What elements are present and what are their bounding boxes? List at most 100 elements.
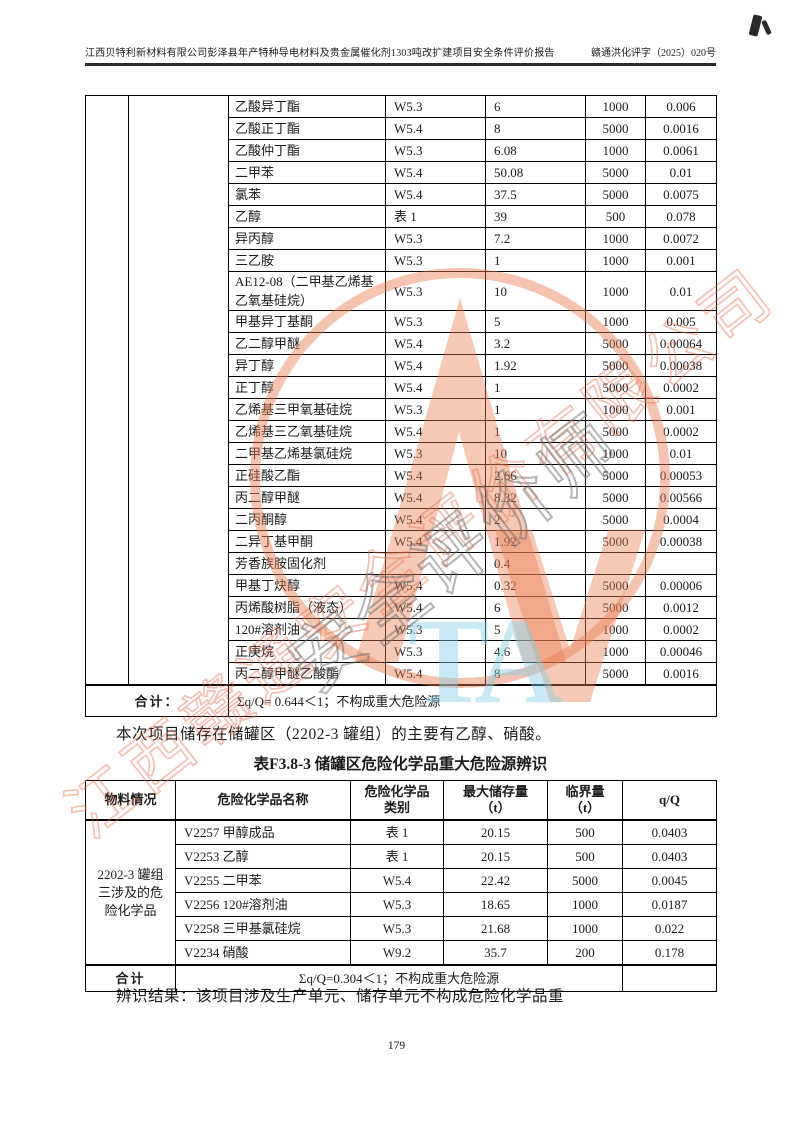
tank-chemical-name: V2256 120#溶剂油: [175, 892, 351, 917]
total-label: 合计：: [85, 684, 229, 717]
hazard-class: W5.3: [385, 398, 486, 421]
total-value: Σq/Q=0.304＜1；不构成重大危险源: [175, 964, 623, 992]
stored-quantity: 0.4: [485, 552, 586, 575]
hazard-class: W5.4: [385, 508, 486, 531]
qq-ratio: 0.178: [622, 940, 717, 966]
chemical-name: AE12-08（二甲基乙烯基乙氧基硅烷）: [228, 271, 386, 311]
chemical-name: 甲基异丁基酮: [228, 310, 386, 333]
qq-ratio: 0.078: [645, 205, 717, 228]
hazard-class: W5.4: [385, 530, 486, 553]
chemical-name: 甲基丁炔醇: [228, 574, 386, 597]
col-chemical-class: 危险化学品 类别: [350, 780, 444, 821]
hazard-class: W5.3: [385, 310, 486, 333]
critical-quantity: [585, 552, 646, 575]
qq-ratio: 0.00006: [645, 574, 717, 597]
table-row: 乙烯基三甲氧基硅烷 W5.3 1 1000 0.001: [86, 398, 717, 421]
table-row: V2253 乙醇 表 1 20.15 500 0.0403: [86, 844, 717, 869]
chemical-name: 异丙醇: [228, 227, 386, 250]
table-row: V2255 二甲苯 W5.4 22.42 5000 0.0045: [86, 868, 717, 893]
chemical-inventory-table: 乙酸异丁酯 W5.3 6 1000 0.006 乙酸正丁酯 W5.4 8 500…: [85, 95, 717, 717]
paragraph-identification-result: 辨识结果：该项目涉及生产单元、储存单元不构成危险化学品重: [116, 988, 565, 1005]
stored-quantity: 3.2: [485, 332, 586, 355]
hazard-class: 表 1: [385, 205, 486, 228]
table-row: 异丙醇 W5.3 7.2 1000 0.0072: [86, 227, 717, 250]
stored-quantity: 10: [485, 442, 586, 465]
table-row: 丙二醇甲醚乙酸酯 W5.4 8 5000 0.0016: [86, 662, 717, 686]
tank-chemical-name: V2257 甲醇成品: [175, 819, 351, 845]
critical-quantity: 5000: [547, 868, 623, 893]
hazard-class: W5.3: [385, 271, 486, 311]
max-storage: 22.42: [443, 868, 548, 893]
qq-ratio: 0.01: [645, 161, 717, 184]
hazard-class: 表 1: [350, 844, 444, 869]
chemical-name: 乙酸仲丁酯: [228, 139, 386, 162]
qq-ratio: 0.0002: [645, 376, 717, 399]
paragraph-storage-note: 本次项目储存在储罐区（2202-3 罐组）的主要有乙醇、硝酸。: [116, 726, 552, 743]
hazard-class: W5.4: [385, 354, 486, 377]
stored-quantity: 8: [485, 117, 586, 140]
max-storage: 20.15: [443, 819, 548, 845]
stored-quantity: 8.32: [485, 486, 586, 509]
critical-quantity: 200: [547, 940, 623, 966]
hazard-class: W9.2: [350, 940, 444, 966]
qq-ratio: 0.0072: [645, 227, 717, 250]
table-row: V2256 120#溶剂油 W5.3 18.65 1000 0.0187: [86, 892, 717, 917]
stored-quantity: 10: [485, 271, 586, 311]
tank-chemical-name: V2253 乙醇: [175, 844, 351, 869]
tank-chemical-name: V2258 三甲基氯硅烷: [175, 916, 351, 941]
table-row: 二甲基乙烯基氯硅烷 W5.3 10 1000 0.01: [86, 442, 717, 465]
qq-ratio: 0.0045: [622, 868, 717, 893]
stored-quantity: 1: [485, 376, 586, 399]
hazard-class: W5.4: [385, 464, 486, 487]
chemical-name: 120#溶剂油: [228, 618, 386, 641]
critical-quantity: 1000: [585, 442, 646, 465]
chemical-name: 乙酸正丁酯: [228, 117, 386, 140]
critical-quantity: 1000: [547, 916, 623, 941]
max-storage: 21.68: [443, 916, 548, 941]
chemical-name: 乙二醇甲醚: [228, 332, 386, 355]
hazard-class: W5.4: [385, 596, 486, 619]
hazard-class: W5.3: [385, 95, 486, 118]
table2-title: 表F3.8-3 储罐区危险化学品重大危险源辨识: [253, 756, 548, 773]
critical-quantity: 5000: [585, 596, 646, 619]
stored-quantity: 6.08: [485, 139, 586, 162]
header-doc-number: 赣通洪化评字（2025）020号: [591, 48, 716, 59]
critical-quantity: 1000: [585, 139, 646, 162]
max-storage: 20.15: [443, 844, 548, 869]
chemical-name: 丙二醇甲醚乙酸酯: [228, 662, 386, 686]
critical-quantity: 1000: [585, 310, 646, 333]
hazard-class: W5.3: [385, 227, 486, 250]
stored-quantity: 1.92: [485, 530, 586, 553]
qq-ratio: 0.00566: [645, 486, 717, 509]
scan-artifact: [761, 19, 772, 36]
table-row: V2234 硝酸 W9.2 35.7 200 0.178: [86, 940, 717, 966]
chemical-name: 乙烯基三甲氧基硅烷: [228, 398, 386, 421]
critical-quantity: 1000: [585, 618, 646, 641]
col-qq: q/Q: [622, 780, 717, 821]
critical-quantity: 5000: [585, 508, 646, 531]
hazard-class: W5.4: [385, 486, 486, 509]
continued-column-1: [85, 95, 129, 686]
hazard-class: [385, 552, 486, 575]
critical-quantity: 5000: [585, 161, 646, 184]
table-row: 正硅酸乙酯 W5.4 2.66 5000 0.00053: [86, 464, 717, 487]
hazard-class: W5.4: [385, 574, 486, 597]
table2-total-row: 合计 Σq/Q=0.304＜1；不构成重大危险源: [85, 964, 717, 992]
table-row: 三乙胺 W5.3 1 1000 0.001: [86, 249, 717, 272]
qq-ratio: 0.00053: [645, 464, 717, 487]
chemical-name: 正庚烷: [228, 640, 386, 663]
chemical-name: 丙烯酸树脂（液态）: [228, 596, 386, 619]
critical-quantity: 500: [547, 844, 623, 869]
critical-quantity: 5000: [585, 662, 646, 686]
stored-quantity: 6: [485, 95, 586, 118]
hazard-class: W5.4: [385, 117, 486, 140]
max-storage: 35.7: [443, 940, 548, 966]
stored-quantity: 6: [485, 596, 586, 619]
qq-ratio: 0.0002: [645, 618, 717, 641]
stored-quantity: 8: [485, 662, 586, 686]
qq-ratio: 0.00046: [645, 640, 717, 663]
chemical-name: 异丁醇: [228, 354, 386, 377]
qq-ratio: 0.00038: [645, 354, 717, 377]
chemical-name: 乙烯基三乙氧基硅烷: [228, 420, 386, 443]
critical-quantity: 5000: [585, 183, 646, 206]
